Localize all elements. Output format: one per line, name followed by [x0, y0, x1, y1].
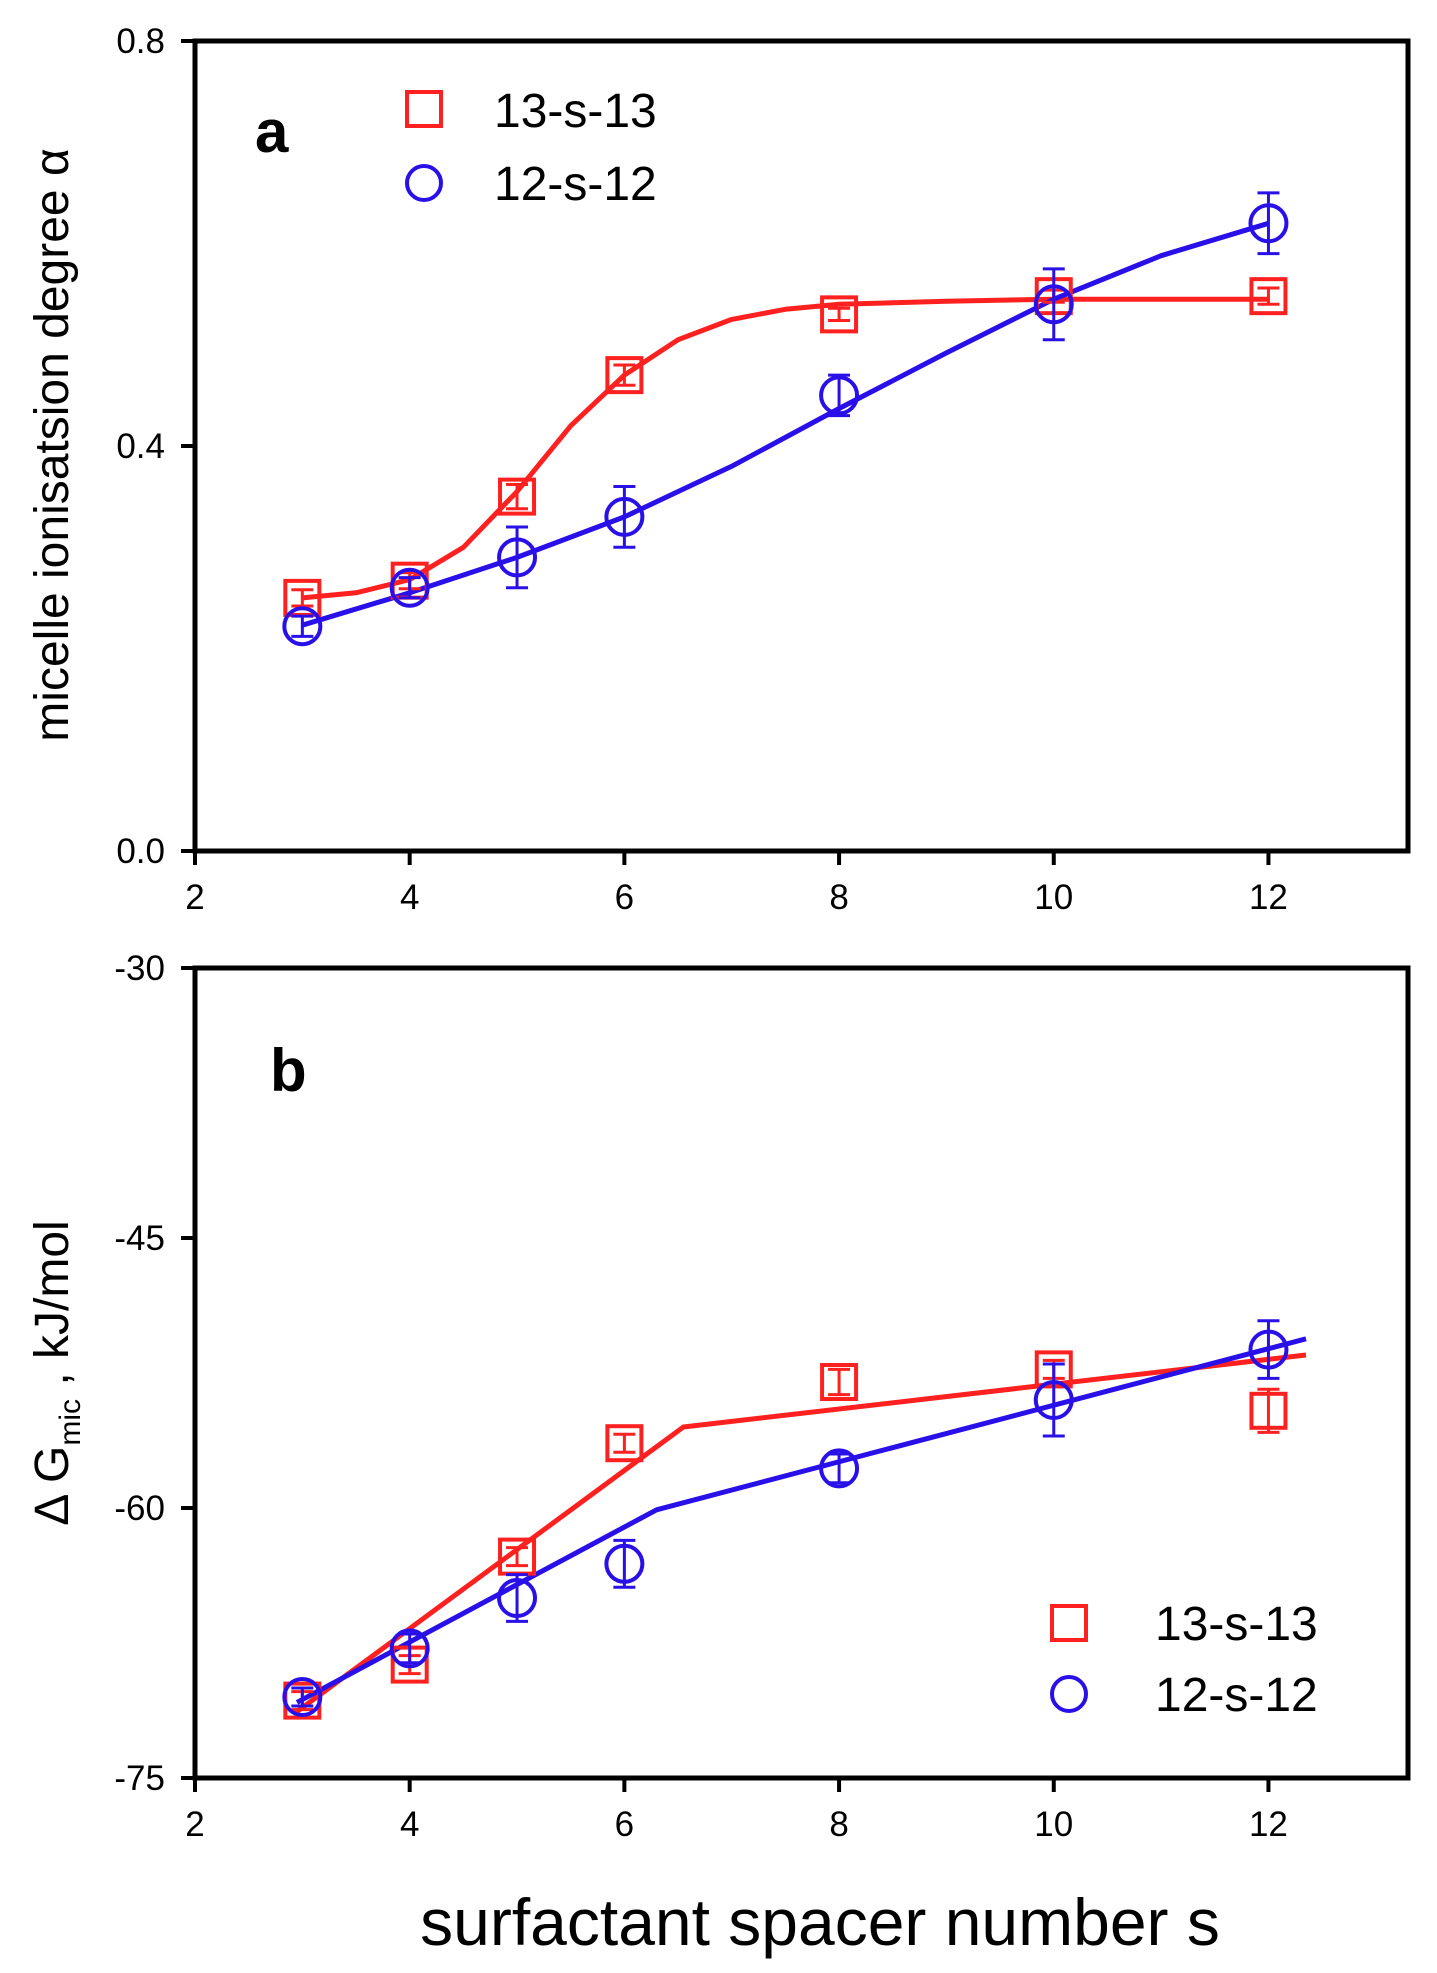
x-tick-label: 8 — [829, 1805, 848, 1844]
legend-13-s-13-label: 13-s-13 — [494, 85, 657, 138]
legend-13-s-13-label: 13-s-13 — [1155, 1598, 1318, 1651]
legend-12-s-12-label: 12-s-12 — [494, 158, 657, 211]
data-point-12-s-12 — [1248, 1329, 1289, 1370]
data-point-12-s-12 — [604, 496, 645, 537]
x-tick-label: 2 — [185, 878, 204, 917]
data-point-12-s-12 — [497, 537, 538, 578]
x-tick-label: 6 — [615, 878, 634, 917]
data-point-13-s-13 — [498, 477, 537, 516]
x-tick-label: 4 — [400, 1805, 419, 1844]
panel-b-label: b — [270, 1037, 307, 1104]
panel-b-legend: 13-s-13 12-s-12 — [1050, 1598, 1318, 1722]
data-point-12-s-12 — [1248, 203, 1289, 244]
data-point-12-s-12 — [282, 606, 323, 647]
y-axis-title-units: , kJ/mol — [26, 1220, 79, 1399]
panel-a-legend: 13-s-13 12-s-12 — [405, 85, 657, 211]
y-tick-label: 0.0 — [116, 832, 165, 871]
fit-line-12-s-12 — [301, 220, 1270, 628]
data-point-12-s-12 — [497, 1578, 538, 1618]
legend-12-s-12-marker — [405, 164, 443, 202]
data-point-13-s-13 — [1249, 277, 1288, 316]
data-point-13-s-13 — [820, 1363, 859, 1401]
legend-12-s-12-marker — [1050, 1675, 1088, 1713]
panel-b-plot-frame — [192, 965, 1411, 1781]
data-point-12-s-12 — [389, 1628, 430, 1669]
x-tick-label: 12 — [1249, 878, 1288, 917]
x-tick-label: 6 — [615, 1805, 634, 1844]
x-tick-label: 4 — [400, 878, 419, 917]
panel-a-label: a — [255, 98, 289, 165]
x-tick-label: 10 — [1034, 878, 1073, 917]
panel-b-y-axis-title: Δ Gmic , kJ/mol — [26, 1220, 87, 1525]
legend-13-s-13-marker — [1050, 1604, 1088, 1642]
x-tick-label: 8 — [829, 878, 848, 917]
data-point-12-s-12 — [389, 567, 430, 608]
y-axis-title-delta-g: Δ G — [26, 1446, 79, 1526]
data-point-13-s-13 — [605, 1424, 644, 1463]
y-axis-title-subscript: mic — [54, 1399, 87, 1446]
y-tick-label: 0.8 — [116, 22, 165, 61]
data-point-12-s-12 — [819, 1448, 860, 1489]
x-tick-label: 10 — [1034, 1805, 1073, 1844]
data-point-12-s-12 — [1033, 284, 1074, 325]
legend-13-s-13-marker — [405, 90, 443, 128]
panel-a-y-axis-title: micelle ionisatsion degree α — [26, 148, 79, 741]
panel-b-chart: 2 4 6 8 10 12 -30 -45 -60 -75 b 13-s-13 12-s-12 Δ… — [26, 949, 1411, 1844]
y-tick-label: -30 — [114, 949, 165, 988]
x-tick-label: 2 — [185, 1805, 204, 1844]
x-tick-label: 12 — [1249, 1805, 1288, 1844]
data-point-13-s-13 — [820, 295, 859, 334]
panel-a-chart: 2 4 6 8 10 12 0.0 0.4 0.8 a 13-s-13 12-s-12 mice… — [26, 22, 1411, 917]
fit-line-13-s-13 — [293, 1352, 1307, 1716]
data-point-13-s-13 — [605, 356, 644, 395]
y-tick-label: 0.4 — [116, 427, 165, 466]
data-point-12-s-12 — [282, 1677, 323, 1717]
data-point-12-s-12 — [1033, 1380, 1074, 1420]
data-point-12-s-12 — [819, 375, 860, 416]
y-tick-label: -45 — [114, 1219, 165, 1258]
y-tick-label: -75 — [114, 1759, 165, 1798]
data-point-13-s-13 — [1249, 1391, 1288, 1430]
data-point-12-s-12 — [604, 1543, 645, 1584]
x-axis-title: surfactant spacer number s — [420, 1885, 1220, 1959]
fit-line-12-s-12 — [295, 1336, 1307, 1705]
y-tick-label: -60 — [114, 1489, 165, 1528]
legend-12-s-12-label: 12-s-12 — [1155, 1669, 1318, 1722]
